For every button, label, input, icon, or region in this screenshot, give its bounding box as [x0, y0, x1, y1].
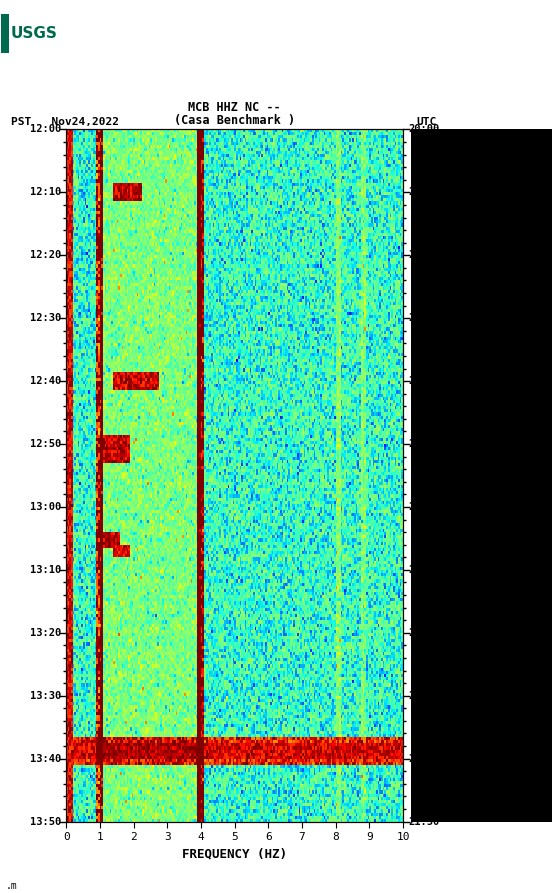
Text: 12:30: 12:30 — [30, 313, 61, 323]
Text: 20:50: 20:50 — [408, 439, 439, 449]
Text: 21:30: 21:30 — [408, 690, 439, 701]
Text: PST   Nov24,2022: PST Nov24,2022 — [11, 117, 119, 127]
Text: 13:00: 13:00 — [30, 502, 61, 512]
Text: 21:00: 21:00 — [408, 502, 439, 512]
Text: 21:10: 21:10 — [408, 565, 439, 575]
Text: 12:20: 12:20 — [30, 250, 61, 261]
Text: (Casa Benchmark ): (Casa Benchmark ) — [174, 113, 295, 127]
Text: 13:40: 13:40 — [30, 754, 61, 764]
Text: 12:10: 12:10 — [30, 188, 61, 197]
Text: 12:50: 12:50 — [30, 439, 61, 449]
Text: 13:20: 13:20 — [30, 628, 61, 638]
Text: USGS: USGS — [11, 26, 58, 41]
Text: 13:50: 13:50 — [30, 816, 61, 827]
Text: 21:40: 21:40 — [408, 754, 439, 764]
X-axis label: FREQUENCY (HZ): FREQUENCY (HZ) — [182, 847, 287, 861]
Text: 21:20: 21:20 — [408, 628, 439, 638]
Text: 12:40: 12:40 — [30, 376, 61, 386]
Text: 20:20: 20:20 — [408, 250, 439, 261]
Text: 20:10: 20:10 — [408, 188, 439, 197]
Text: .m: .m — [6, 880, 17, 890]
Text: UTC: UTC — [417, 117, 437, 127]
Text: 12:00: 12:00 — [30, 124, 61, 135]
Text: MCB HHZ NC --: MCB HHZ NC -- — [188, 101, 281, 114]
Text: 20:00: 20:00 — [408, 124, 439, 135]
Text: 20:30: 20:30 — [408, 313, 439, 323]
Text: 21:50: 21:50 — [408, 816, 439, 827]
Text: 20:40: 20:40 — [408, 376, 439, 386]
Text: 13:10: 13:10 — [30, 565, 61, 575]
Text: 13:30: 13:30 — [30, 690, 61, 701]
Polygon shape — [1, 13, 9, 53]
